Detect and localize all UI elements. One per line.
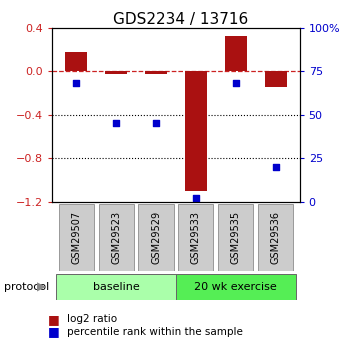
- Text: protocol: protocol: [4, 282, 49, 292]
- Text: GDS2234 / 13716: GDS2234 / 13716: [113, 12, 248, 27]
- Text: ■: ■: [48, 313, 60, 326]
- Bar: [99, 204, 134, 271]
- Bar: [56, 274, 176, 300]
- Bar: [218, 204, 253, 271]
- Point: [273, 164, 279, 170]
- Text: baseline: baseline: [93, 282, 140, 292]
- Bar: [265, 71, 287, 88]
- Bar: [65, 51, 87, 71]
- Bar: [145, 71, 167, 75]
- Text: 20 wk exercise: 20 wk exercise: [195, 282, 277, 292]
- Bar: [258, 204, 293, 271]
- Bar: [139, 204, 174, 271]
- Text: GSM29529: GSM29529: [151, 211, 161, 264]
- Bar: [178, 204, 213, 271]
- Text: GSM29535: GSM29535: [231, 211, 241, 264]
- Text: log2 ratio: log2 ratio: [67, 314, 117, 324]
- Bar: [105, 71, 127, 75]
- Text: GSM29533: GSM29533: [191, 211, 201, 264]
- Point: [153, 121, 159, 126]
- Text: GSM29536: GSM29536: [271, 211, 281, 264]
- Text: GSM29507: GSM29507: [71, 211, 81, 264]
- Text: ■: ■: [48, 325, 60, 338]
- Point: [233, 81, 239, 86]
- Point: [113, 121, 119, 126]
- Point: [73, 81, 79, 86]
- Bar: [185, 71, 207, 191]
- Bar: [176, 274, 296, 300]
- Text: ▶: ▶: [37, 281, 46, 294]
- Text: GSM29523: GSM29523: [111, 211, 121, 264]
- Text: percentile rank within the sample: percentile rank within the sample: [67, 327, 243, 337]
- Bar: [59, 204, 94, 271]
- Bar: [225, 36, 247, 71]
- Point: [193, 196, 199, 201]
